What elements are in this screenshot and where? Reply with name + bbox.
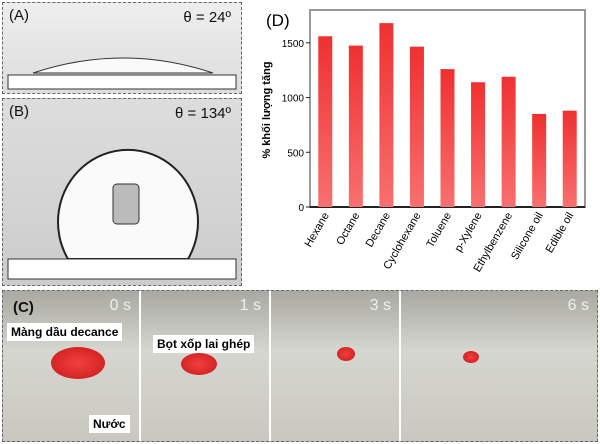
bar-p-xylene	[471, 82, 486, 207]
bar-edible-oil	[562, 110, 577, 207]
panel-c-photo-sequence: 0 s 1 s 3 s 6 s (C) Màng dầu decance Nướ…	[2, 290, 598, 442]
bar-ethylbenzene	[501, 76, 516, 207]
panel-a-angle: θ = 24º	[183, 9, 231, 26]
bar-hexane	[318, 36, 333, 208]
panel-b-label: (B)	[9, 103, 29, 120]
bar-octane	[348, 45, 363, 207]
caption-water: Nước	[89, 415, 130, 433]
time-label: 0 s	[109, 297, 131, 314]
y-tick-label: 500	[287, 148, 304, 159]
y-axis-label: % khối lượng tăng	[261, 61, 273, 158]
panel-b-contact-angle-photo: (B) θ = 134º	[2, 98, 242, 286]
caption-foam: Bọt xốp lai ghép	[153, 335, 255, 353]
time-label: 3 s	[369, 297, 391, 314]
time-label: 1 s	[239, 297, 261, 314]
caption-oil-film: Màng dầu decance	[7, 323, 123, 341]
oil-film	[51, 347, 105, 379]
y-tick-label: 1500	[282, 39, 305, 50]
bar-chart: (D) % khối lượng tăng 050010001500Hexane…	[250, 0, 600, 288]
bar-toluene	[440, 69, 455, 207]
droplet-round	[7, 148, 237, 280]
time-label: 6 s	[567, 297, 589, 314]
panel-a-contact-angle-photo: (A) θ = 24º	[2, 2, 242, 94]
oil-film	[181, 353, 217, 375]
panel-b-angle: θ = 134º	[175, 105, 231, 122]
photo-6s: 6 s	[401, 291, 597, 441]
y-tick-label: 0	[298, 203, 304, 214]
bar-silicone-oil	[532, 113, 547, 207]
photo-3s: 3 s	[271, 291, 401, 441]
y-tick-label: 1000	[282, 94, 305, 105]
panel-c-label: (C)	[13, 299, 34, 316]
chart-title: (D)	[266, 11, 290, 30]
photo-1s: 1 s	[141, 291, 271, 441]
panel-a-label: (A)	[9, 7, 29, 24]
oil-film	[337, 347, 355, 361]
droplet-flat	[7, 57, 237, 90]
bar-decane	[379, 23, 394, 208]
oil-film	[463, 351, 479, 363]
bar-cyclohexane	[409, 46, 424, 208]
